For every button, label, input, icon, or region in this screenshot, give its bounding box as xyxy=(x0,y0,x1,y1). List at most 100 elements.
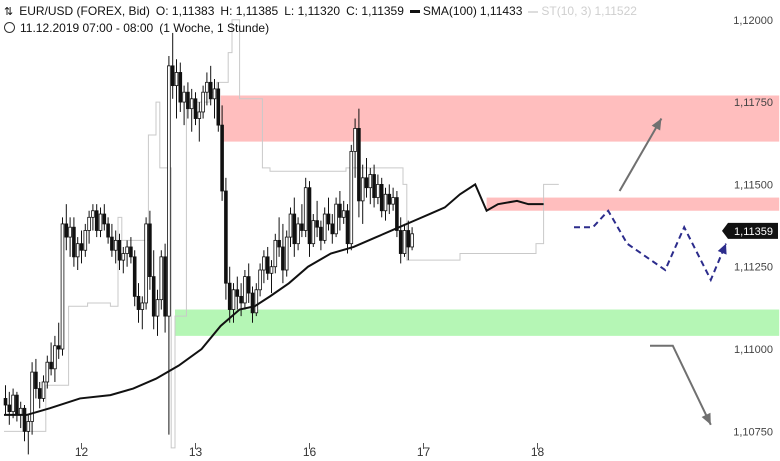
candle-body xyxy=(334,203,338,235)
candle-body xyxy=(387,193,392,205)
candle-body xyxy=(383,193,388,212)
candle-body xyxy=(281,246,285,271)
st-legend-label: ST(10, 3) xyxy=(541,4,592,18)
candle-body xyxy=(296,223,300,245)
sma-line xyxy=(4,182,544,416)
candle-body xyxy=(140,302,145,310)
candle-body xyxy=(410,233,414,248)
candle-body xyxy=(178,72,183,103)
candle-body xyxy=(360,177,365,202)
down-scenario-arrow xyxy=(650,344,712,426)
candle-body xyxy=(224,190,228,284)
candle-body xyxy=(208,81,213,100)
candle-body xyxy=(106,223,110,238)
forecast-layer xyxy=(574,118,727,426)
last-price-label: 1,11359 xyxy=(734,226,773,238)
forecast-arrowhead xyxy=(717,243,727,255)
resistance-zone-lower xyxy=(486,197,780,211)
candle-body xyxy=(79,243,84,251)
candle-body xyxy=(277,239,281,248)
candle-body xyxy=(205,81,209,93)
candle-body xyxy=(34,371,38,389)
candle-body xyxy=(338,203,342,218)
candle-body xyxy=(102,213,107,225)
candle-body xyxy=(53,345,57,370)
candle-body xyxy=(391,197,395,205)
candle-body xyxy=(170,65,175,87)
symbol-label: EUR/USD (FOREX, Bid) xyxy=(19,4,150,18)
supertrend-line xyxy=(4,19,559,449)
candle-body xyxy=(98,213,103,231)
candle-body xyxy=(235,289,240,297)
candle-body xyxy=(144,223,148,304)
x-tick-label: 18 xyxy=(531,445,545,459)
candle-body xyxy=(300,223,304,231)
candle-body xyxy=(174,72,179,87)
st-legend-value: 1,11522 xyxy=(594,4,637,18)
candle-body xyxy=(87,216,91,231)
candle-body xyxy=(288,213,293,238)
candle-body xyxy=(91,210,95,218)
x-tick-label: 12 xyxy=(75,445,89,459)
candle-body xyxy=(341,210,346,218)
clock-icon xyxy=(4,22,15,33)
chart-type-icon[interactable]: ⇅ xyxy=(4,6,14,18)
candle-body xyxy=(11,394,15,413)
candle-body xyxy=(269,266,274,274)
candle-body xyxy=(311,220,316,245)
candle-body xyxy=(136,295,141,310)
candle-body xyxy=(155,299,160,317)
candle-body xyxy=(64,223,69,238)
candle-body xyxy=(220,124,224,192)
candle-body xyxy=(319,226,323,241)
candle-body xyxy=(22,407,27,432)
candle-body xyxy=(246,276,251,294)
candle-body xyxy=(3,398,8,406)
candle-body xyxy=(262,256,266,271)
candle-body xyxy=(56,345,61,350)
candle-body xyxy=(159,256,164,301)
x-tick-label: 13 xyxy=(189,445,203,459)
open-value: O: 1,11383 xyxy=(155,4,215,18)
candle-body xyxy=(129,246,133,258)
candle-body xyxy=(239,295,243,304)
candle-body xyxy=(110,236,114,251)
candle-body xyxy=(265,256,270,274)
up-scenario-arrow xyxy=(618,118,663,192)
period-label: (1 Woche, 1 Stunde) xyxy=(159,21,270,35)
last-price-tag xyxy=(722,222,778,239)
candle-body xyxy=(345,210,350,245)
candle-body xyxy=(189,98,194,110)
zones-layer xyxy=(175,95,780,336)
candle-body xyxy=(72,226,76,258)
candle-body xyxy=(132,256,137,297)
candle-body xyxy=(231,289,236,310)
candle-body xyxy=(148,223,152,278)
candle-body xyxy=(292,213,297,245)
candle-body xyxy=(26,421,31,432)
y-tick-label: 1,11750 xyxy=(734,97,773,109)
candle-body xyxy=(60,223,65,350)
y-tick-label: 1,11000 xyxy=(734,344,773,356)
candle-body xyxy=(41,381,46,399)
candle-body xyxy=(167,65,171,317)
candle-body xyxy=(258,269,262,291)
resistance-zone-upper xyxy=(220,95,780,142)
sma-legend-value: 1,11433 xyxy=(479,4,523,18)
candle-body xyxy=(45,361,50,383)
candle-body xyxy=(37,388,42,399)
candle-body xyxy=(357,128,361,202)
close-value: C: 1,11359 xyxy=(346,4,404,18)
candle-body xyxy=(368,174,373,189)
up-scenario-arrow-head xyxy=(651,118,662,131)
candle-body xyxy=(307,187,312,245)
y-tick-label: 1,12000 xyxy=(733,15,773,27)
candle-body xyxy=(49,361,53,370)
sma-layer xyxy=(4,182,544,416)
candle-body xyxy=(395,197,399,231)
candle-body xyxy=(121,253,126,261)
support-zone xyxy=(175,309,780,336)
candle-body xyxy=(75,243,80,258)
sma-legend-label: SMA(100) xyxy=(422,4,477,18)
